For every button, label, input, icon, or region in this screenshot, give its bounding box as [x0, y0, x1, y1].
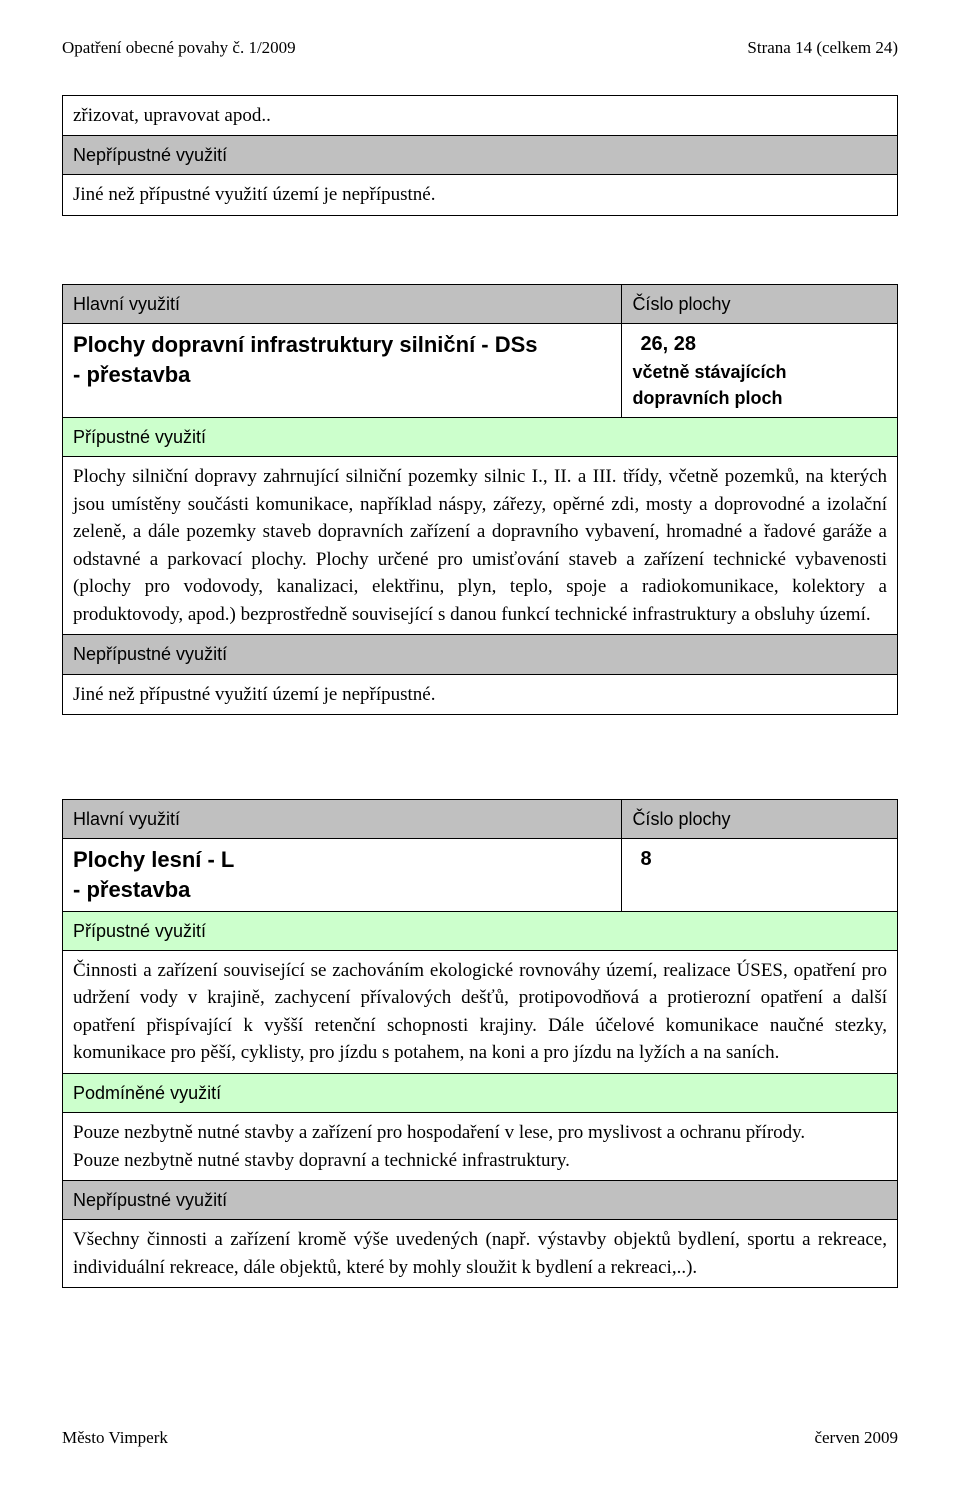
t3-pripustne-label: Přípustné využití: [63, 911, 898, 950]
t2-pripustne-label: Přípustné využití: [63, 418, 898, 457]
t2-title-line2: - přestavba: [73, 360, 611, 390]
table-2: Hlavní využití Číslo plochy Plochy dopra…: [62, 284, 898, 715]
t2-title-line1: Plochy dopravní infrastruktury silniční …: [73, 330, 611, 360]
t2-plot-note: včetně stávajících dopravních ploch: [632, 359, 887, 411]
t2-plot-num: 26, 28: [632, 330, 887, 359]
t2-nepripustne-label: Nepřípustné využití: [63, 635, 898, 674]
t3-podminene-line1: Pouze nezbytně nutné stavby a zařízení p…: [73, 1119, 887, 1147]
header-right: Strana 14 (celkem 24): [747, 36, 898, 61]
table-3: Hlavní využití Číslo plochy Plochy lesní…: [62, 799, 898, 1288]
t2-body: Plochy silniční dopravy zahrnující silni…: [63, 457, 898, 635]
page-footer: Město Vimperk červen 2009: [62, 1426, 898, 1451]
footer-right: červen 2009: [814, 1426, 898, 1451]
t2-title-cell: Plochy dopravní infrastruktury silniční …: [63, 323, 622, 417]
spacer-2: [62, 739, 898, 799]
t3-title-line1: Plochy lesní - L: [73, 845, 611, 875]
header-left: Opatření obecné povahy č. 1/2009: [62, 36, 296, 61]
page-container: Opatření obecné povahy č. 1/2009 Strana …: [0, 0, 960, 1487]
t3-title-line2: - přestavba: [73, 875, 611, 905]
t1-nepripustne-label: Nepřípustné využití: [63, 136, 898, 175]
t3-plot-num: 8: [632, 845, 887, 874]
table-1: zřizovat, upravovat apod.. Nepřípustné v…: [62, 95, 898, 216]
page-header: Opatření obecné povahy č. 1/2009 Strana …: [62, 36, 898, 61]
footer-left: Město Vimperk: [62, 1426, 168, 1451]
t2-hlavni-label: Hlavní využití: [63, 284, 622, 323]
t3-nepripustne-label: Nepřípustné využití: [63, 1181, 898, 1220]
t3-plot-cell: 8: [622, 839, 898, 911]
t3-cislo-label: Číslo plochy: [622, 800, 898, 839]
t1-row3: Jiné než přípustné využití území je nepř…: [63, 175, 898, 216]
t1-row1: zřizovat, upravovat apod..: [63, 95, 898, 136]
t2-nepripustne-text: Jiné než přípustné využití území je nepř…: [63, 674, 898, 715]
t3-podminene-cell: Pouze nezbytně nutné stavby a zařízení p…: [63, 1112, 898, 1180]
t3-hlavni-label: Hlavní využití: [63, 800, 622, 839]
spacer-1: [62, 240, 898, 284]
t3-body: Činnosti a zařízení související se zacho…: [63, 950, 898, 1073]
t3-podminene-line2: Pouze nezbytně nutné stavby dopravní a t…: [73, 1147, 887, 1175]
t2-cislo-label: Číslo plochy: [622, 284, 898, 323]
t3-nepripustne-text: Všechny činnosti a zařízení kromě výše u…: [63, 1220, 898, 1288]
t3-podminene-label: Podmíněné využití: [63, 1073, 898, 1112]
t3-title-cell: Plochy lesní - L - přestavba: [63, 839, 622, 911]
t2-plot-cell: 26, 28 včetně stávajících dopravních plo…: [622, 323, 898, 417]
